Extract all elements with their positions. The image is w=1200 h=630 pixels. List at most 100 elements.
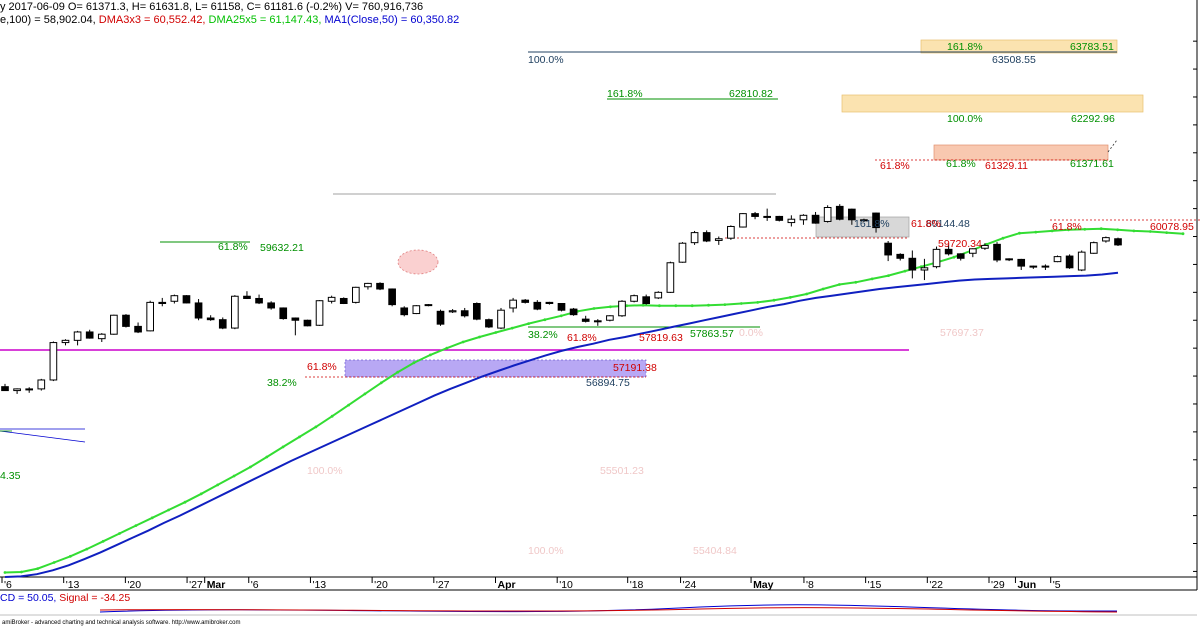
fib-label: 59720.34	[938, 238, 982, 250]
fib-label: 0.0%	[739, 327, 763, 339]
candle-body-down	[944, 248, 953, 255]
signal-line	[99, 607, 1118, 613]
fib-label: 61.8%	[1052, 221, 1082, 233]
fib-zone-60144	[815, 216, 910, 238]
candle-body-up	[509, 299, 517, 309]
candle	[932, 246, 941, 269]
candle	[424, 304, 433, 307]
candle-body-down	[835, 205, 844, 220]
dma25-line-point	[658, 304, 661, 308]
fib-label: 100.0%	[528, 545, 564, 557]
candle-body-down	[521, 299, 530, 303]
candle-body-up	[823, 206, 832, 222]
dma25-label: DMA25x5 = 61,147.43,	[209, 14, 325, 26]
fib-label: 61.8%	[218, 241, 248, 253]
dma25-line-point	[1001, 236, 1005, 240]
candle	[654, 291, 663, 300]
candle-body-down	[460, 310, 469, 317]
candle-body-up	[799, 214, 808, 221]
candle	[206, 315, 215, 321]
candle	[158, 297, 167, 307]
projection-arrow	[1107, 139, 1118, 153]
candle-body-up	[146, 301, 155, 332]
dma25-line-point	[756, 301, 759, 304]
date-tick-label: Mar	[207, 579, 226, 591]
candle-body-down	[557, 303, 566, 311]
dma25-line-point	[20, 570, 23, 574]
candle-body-up	[315, 300, 324, 326]
dma25-line-point	[461, 340, 465, 344]
fib-label: 57819.63	[639, 332, 683, 344]
candle	[37, 378, 46, 391]
fib-label: 55501.23	[600, 465, 644, 477]
date-tick-label: '20	[374, 579, 388, 591]
candle-body-up	[727, 225, 735, 239]
candle	[327, 295, 336, 304]
candle-body-down	[25, 388, 34, 391]
dma25-line-point	[1034, 230, 1038, 234]
dma25-line-point	[330, 414, 334, 418]
dma25-line-point	[232, 474, 236, 478]
candle	[908, 250, 917, 279]
candle-body-up	[630, 295, 638, 302]
ma50-label: MA1(Close,50) = 60,350.82	[324, 14, 459, 26]
dma25-line-point	[379, 381, 383, 385]
candle-body-down	[533, 301, 542, 310]
macd-signal: Signal = -34.25	[59, 592, 130, 604]
candle	[1017, 258, 1026, 271]
dma25-line-point	[1116, 228, 1119, 232]
date-tick-label: '5	[1053, 579, 1061, 591]
candle-body-up	[1102, 237, 1110, 242]
candle-body-down	[775, 215, 784, 221]
candle	[896, 253, 905, 261]
dma25-line-point	[1018, 231, 1021, 235]
dma25-line-point	[52, 561, 56, 564]
candle	[1053, 255, 1062, 263]
candle	[49, 341, 58, 382]
candle-body-up	[231, 295, 239, 329]
dma25-line-point	[249, 465, 252, 469]
fib-label: 60078.95	[1150, 221, 1194, 233]
fib-label: 61.8%	[911, 218, 941, 230]
dma25-line-point	[592, 307, 596, 310]
candle-body-up	[666, 262, 675, 293]
candle	[364, 282, 372, 290]
candle	[448, 309, 457, 313]
dma25-line-point	[429, 353, 432, 357]
date-tick-label: '24	[683, 579, 697, 591]
candle-body-down	[1, 386, 9, 392]
candle	[122, 314, 130, 328]
candle-body-up	[61, 339, 70, 344]
dma25-line-point	[396, 370, 400, 374]
candle	[291, 317, 300, 336]
dma25-line-point	[510, 326, 514, 330]
dma25-line	[4, 227, 1184, 574]
candle-body-up	[49, 342, 58, 381]
date-tick-label: '6	[4, 579, 12, 591]
dma25-line-point	[69, 554, 72, 558]
candle	[1005, 258, 1013, 262]
dma25-line-point	[1165, 231, 1168, 235]
candle	[702, 230, 711, 243]
dma25-line-point	[641, 303, 645, 307]
fib-label: 100.0%	[307, 465, 343, 477]
candle	[557, 302, 566, 312]
fib-label: 61.8%	[567, 332, 597, 344]
candle	[630, 294, 638, 303]
candle	[1114, 237, 1122, 247]
candle	[472, 302, 481, 321]
dma25-line-point	[690, 304, 694, 308]
candle	[1089, 241, 1098, 254]
date-tick-label: '10	[559, 579, 573, 591]
candle	[981, 243, 989, 250]
candle	[509, 297, 517, 313]
dma25-line-point	[298, 435, 301, 439]
candle	[739, 213, 747, 228]
candle	[255, 294, 263, 305]
candle-body-up	[690, 232, 699, 244]
candle-body-down	[908, 257, 917, 271]
candle-body-down	[896, 253, 905, 259]
dma25-line-point	[854, 280, 858, 284]
date-tick-label: '13	[312, 579, 326, 591]
